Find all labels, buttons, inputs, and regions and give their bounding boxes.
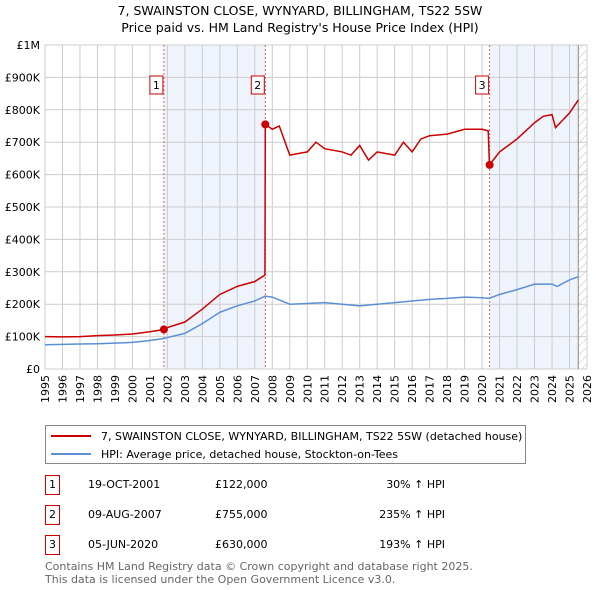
y-tick-label: £1M (17, 39, 41, 52)
sale-number: 3 (45, 535, 60, 555)
legend-label-property: 7, SWAINSTON CLOSE, WYNYARD, BILLINGHAM,… (101, 429, 523, 443)
x-tick-label: 1999 (109, 375, 122, 403)
y-tick-label: £200K (5, 298, 41, 311)
plot-area: 1995 1996 1997 1998 1999 2000 2001 2002 2003 2004… (5, 39, 594, 403)
footer-line-1: Contains HM Land Registry data © Crown c… (45, 560, 473, 573)
sale-price: £122,000 (215, 478, 268, 491)
x-tick-label: 2012 (336, 375, 349, 403)
legend-swatch-property (51, 435, 91, 437)
sale-date: 09-AUG-2007 (88, 508, 162, 521)
sale-label: 3 (479, 79, 486, 92)
x-tick-label: 2021 (494, 375, 507, 403)
x-tick-label: 2006 (231, 375, 244, 403)
sale-label-box (149, 75, 164, 95)
x-tick-label: 2017 (424, 375, 437, 403)
sale-label: 2 (254, 79, 261, 92)
x-tick-label: 2018 (441, 375, 454, 403)
sale-number: 2 (45, 505, 60, 525)
x-tick-label: 2002 (161, 375, 174, 403)
x-tick-label: 2014 (371, 375, 384, 403)
x-tick-label: 2009 (284, 375, 297, 403)
sale-point (261, 120, 270, 129)
x-tick-label: 2015 (389, 375, 402, 403)
x-tick-label: 2013 (354, 375, 367, 403)
sale-price: £630,000 (215, 538, 268, 551)
y-tick-label: £800K (5, 104, 41, 117)
x-tick-label: 2007 (249, 375, 262, 403)
x-tick-label: 2024 (546, 375, 559, 403)
x-tick-label: 2025 (564, 375, 577, 403)
sale-label-box (475, 75, 490, 95)
footer-line-2: This data is licensed under the Open Gov… (45, 573, 396, 586)
sale-point (159, 325, 168, 334)
footer: Contains HM Land Registry data © Crown c… (45, 560, 473, 586)
x-tick-label: 2022 (511, 375, 524, 403)
sale-point (485, 160, 494, 169)
x-tick-label: 2001 (144, 375, 157, 403)
sale-row: 2 09-AUG-2007 £755,000 235% ↑ HPI (45, 505, 545, 525)
sale-price: £755,000 (215, 508, 268, 521)
x-tick-label: 2004 (196, 375, 209, 403)
chart-subtitle: Price paid vs. HM Land Registry's House … (121, 20, 479, 35)
y-tick-label: £500K (5, 201, 41, 214)
sale-number: 1 (45, 475, 60, 495)
x-tick-label: 2026 (581, 375, 594, 403)
sale-label-box (250, 75, 265, 95)
y-tick-label: £600K (5, 169, 41, 182)
x-tick-label: 2023 (529, 375, 542, 403)
y-tick-label: £100K (5, 331, 41, 344)
x-tick-label: 2020 (476, 375, 489, 403)
sale-date: 05-JUN-2020 (88, 538, 159, 551)
y-tick-label: £0 (26, 363, 40, 376)
legend-label-hpi: HPI: Average price, detached house, Stoc… (101, 447, 399, 461)
x-tick-label: 2011 (319, 375, 332, 403)
x-tick-label: 1998 (91, 375, 104, 403)
x-tick-label: 2000 (126, 375, 139, 403)
sale-row: 3 05-JUN-2020 £630,000 193% ↑ HPI (45, 535, 545, 555)
x-tick-label: 2019 (459, 375, 472, 403)
sale-row: 1 19-OCT-2001 £122,000 30% ↑ HPI (45, 475, 545, 495)
x-tick-label: 2016 (406, 375, 419, 403)
x-tick-label: 2003 (179, 375, 192, 403)
y-tick-label: £400K (5, 233, 41, 246)
x-tick-label: 1996 (56, 375, 69, 403)
sale-date: 19-OCT-2001 (88, 478, 161, 491)
x-tick-label: 2008 (266, 375, 279, 403)
sale-label: 1 (153, 79, 160, 92)
sale-hpi-change: 235% ↑ HPI (379, 508, 445, 521)
y-tick-label: £700K (5, 136, 41, 149)
sale-hpi-change: 30% ↑ HPI (386, 478, 445, 491)
hpi-line (44, 275, 579, 346)
x-tick-label: 2010 (301, 375, 314, 403)
chart-title: 7, SWAINSTON CLOSE, WYNYARD, BILLINGHAM,… (117, 3, 483, 18)
y-tick-label: £300K (5, 266, 41, 279)
sale-hpi-change: 193% ↑ HPI (379, 538, 445, 551)
legend: 7, SWAINSTON CLOSE, WYNYARD, BILLINGHAM,… (45, 425, 527, 464)
x-tick-label: 1995 (39, 375, 52, 403)
x-tick-label: 2005 (214, 375, 227, 403)
y-tick-label: £900K (5, 71, 41, 84)
legend-swatch-hpi (51, 453, 91, 455)
x-tick-label: 1997 (74, 375, 87, 403)
